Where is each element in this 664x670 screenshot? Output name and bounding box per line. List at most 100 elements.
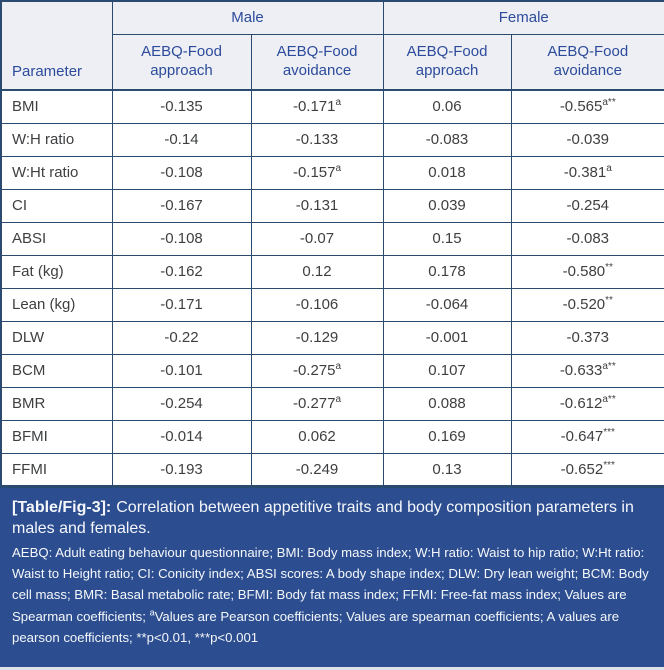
value-cell: -0.254 <box>510 188 664 223</box>
value-cell: -0.133 <box>250 122 384 157</box>
significance-superscript: a** <box>602 394 616 405</box>
table-row: ABSI -0.108 -0.07 0.15 -0.083 <box>0 221 664 256</box>
significance-superscript: a** <box>602 97 616 109</box>
parameter-cell: ABSI <box>0 221 113 256</box>
value-cell: 0.107 <box>382 353 512 388</box>
value-cell: -0.254 <box>111 386 252 421</box>
value-cell: 0.039 <box>382 188 512 223</box>
value-cell: -0.129 <box>250 320 384 355</box>
value-cell: -0.22 <box>111 320 252 355</box>
value-cell: -0.171a <box>250 89 384 124</box>
value-cell: 0.12 <box>250 254 384 289</box>
parameter-cell: DLW <box>0 320 113 355</box>
column-header-female-avoidance: AEBQ-Food avoidance <box>510 33 664 91</box>
value-cell: -0.275a <box>250 353 384 388</box>
parameter-cell: BMI <box>0 89 113 124</box>
significance-superscript: a <box>335 394 342 405</box>
value-cell: -0.167 <box>111 188 252 223</box>
value-cell: 0.178 <box>382 254 512 289</box>
significance-superscript: a <box>335 361 342 372</box>
significance-superscript: ** <box>605 295 613 306</box>
parameter-cell: CI <box>0 188 113 223</box>
table-row: CI -0.167 -0.131 0.039 -0.254 <box>0 188 664 223</box>
value-cell: -0.171 <box>111 287 252 322</box>
table-row: FFMI -0.193 -0.249 0.13 -0.652*** <box>0 452 664 487</box>
value-cell: -0.580** <box>510 254 664 289</box>
value-cell: -0.083 <box>382 122 512 157</box>
correlation-table: Parameter Male Female AEBQ-Food approach… <box>0 0 664 488</box>
table-row: BMI -0.135 -0.171a 0.06 -0.565a** <box>0 89 664 124</box>
value-cell: -0.565a** <box>510 89 664 124</box>
value-cell: -0.612a** <box>510 386 664 421</box>
significance-superscript: a <box>335 163 342 174</box>
table-row: BFMI -0.014 0.062 0.169 -0.647*** <box>0 419 664 454</box>
value-cell: -0.039 <box>510 122 664 157</box>
value-cell: -0.108 <box>111 221 252 256</box>
value-cell: -0.101 <box>111 353 252 388</box>
value-cell: -0.108 <box>111 155 252 190</box>
value-cell: -0.520** <box>510 287 664 322</box>
footnote-text-1: AEBQ: Adult eating behaviour questionnai… <box>12 544 649 624</box>
group-header-female: Female <box>382 0 664 35</box>
value-cell: -0.083 <box>510 221 664 256</box>
column-header-male-avoidance: AEBQ-Food avoidance <box>250 33 384 91</box>
parameter-cell: Fat (kg) <box>0 254 113 289</box>
group-header-row: Parameter Male Female <box>0 0 664 91</box>
value-cell: -0.07 <box>250 221 384 256</box>
table-body: BMI -0.135 -0.171a 0.06 -0.565a** W:H ratio -0… <box>0 89 664 487</box>
value-cell: -0.652*** <box>510 452 664 487</box>
significance-superscript: *** <box>603 427 615 438</box>
value-cell: -0.249 <box>250 452 384 487</box>
value-cell: -0.193 <box>111 452 252 487</box>
table-row: Fat (kg) -0.162 0.12 0.178 -0.580** <box>0 254 664 289</box>
value-cell: -0.064 <box>382 287 512 322</box>
parameter-column-header: Parameter <box>0 0 113 91</box>
value-cell: -0.373 <box>510 320 664 355</box>
column-header-male-approach: AEBQ-Food approach <box>111 33 252 91</box>
significance-superscript: *** <box>603 459 615 471</box>
value-cell: 0.062 <box>250 419 384 454</box>
value-cell: 0.088 <box>382 386 512 421</box>
value-cell: -0.131 <box>250 188 384 223</box>
value-cell: -0.277a <box>250 386 384 421</box>
value-cell: 0.13 <box>382 452 512 487</box>
figure-footnote: AEBQ: Adult eating behaviour questionnai… <box>12 542 652 649</box>
footnote-superscript-a: a <box>149 607 155 618</box>
figure-caption-text: Correlation between appetitive traits an… <box>12 498 634 537</box>
figure-footer: [Table/Fig-3]: Correlation between appeti… <box>0 487 664 670</box>
group-header-male: Male <box>111 0 384 35</box>
significance-superscript: a** <box>602 361 616 372</box>
value-cell: -0.014 <box>111 419 252 454</box>
parameter-cell: W:Ht ratio <box>0 155 113 190</box>
table-row: W:H ratio -0.14 -0.133 -0.083 -0.039 <box>0 122 664 157</box>
significance-superscript: ** <box>605 262 613 273</box>
value-cell: -0.381a <box>510 155 664 190</box>
parameter-cell: BCM <box>0 353 113 388</box>
column-header-female-approach: AEBQ-Food approach <box>382 33 512 91</box>
value-cell: -0.633a** <box>510 353 664 388</box>
table-row: BMR -0.254 -0.277a 0.088 -0.612a** <box>0 386 664 421</box>
significance-superscript: a <box>335 97 342 109</box>
value-cell: 0.169 <box>382 419 512 454</box>
value-cell: -0.135 <box>111 89 252 124</box>
value-cell: 0.06 <box>382 89 512 124</box>
parameter-cell: BMR <box>0 386 113 421</box>
table-header: Parameter Male Female AEBQ-Food approach… <box>0 0 664 91</box>
table-row: W:Ht ratio -0.108 -0.157a 0.018 -0.381a <box>0 155 664 190</box>
value-cell: -0.647*** <box>510 419 664 454</box>
parameter-cell: Lean (kg) <box>0 287 113 322</box>
value-cell: -0.162 <box>111 254 252 289</box>
value-cell: -0.001 <box>382 320 512 355</box>
value-cell: -0.14 <box>111 122 252 157</box>
table-row: DLW -0.22 -0.129 -0.001 -0.373 <box>0 320 664 355</box>
figure-caption-label: [Table/Fig-3]: <box>12 498 112 516</box>
value-cell: -0.157a <box>250 155 384 190</box>
footnote-text-2: Values are Pearson coefficients; Values … <box>12 608 620 646</box>
parameter-cell: BFMI <box>0 419 113 454</box>
table-row: Lean (kg) -0.171 -0.106 -0.064 -0.520** <box>0 287 664 322</box>
figure-caption: [Table/Fig-3]: Correlation between appeti… <box>12 497 652 539</box>
table-row: BCM -0.101 -0.275a 0.107 -0.633a** <box>0 353 664 388</box>
value-cell: 0.018 <box>382 155 512 190</box>
value-cell: -0.106 <box>250 287 384 322</box>
